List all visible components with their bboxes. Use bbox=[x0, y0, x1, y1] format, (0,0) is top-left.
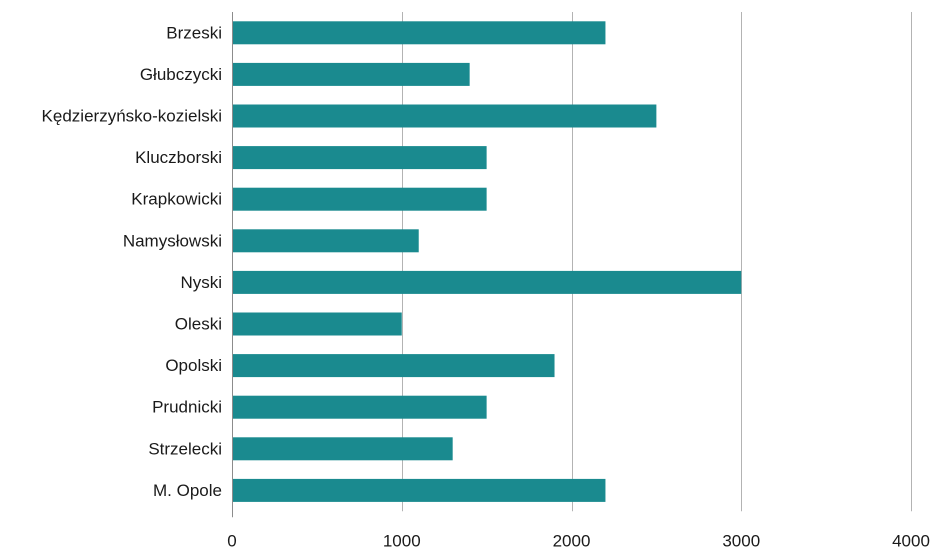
bar-strzelecki bbox=[232, 437, 453, 461]
bar-prudnicki bbox=[232, 395, 487, 419]
bar-opolski bbox=[232, 354, 555, 378]
x-tick-label: 0 bbox=[227, 532, 236, 549]
category-label: Namysłowski bbox=[123, 231, 222, 250]
category-label: Opolski bbox=[165, 356, 222, 375]
bar-m-opole bbox=[232, 478, 606, 502]
category-label: Kluczborski bbox=[135, 148, 222, 167]
category-label: Krapkowicki bbox=[131, 190, 222, 209]
category-label: Strzelecki bbox=[148, 439, 222, 458]
category-label: Kędzierzyńsko-kozielski bbox=[42, 107, 222, 126]
category-label: Nyski bbox=[180, 273, 222, 292]
bar-oleski bbox=[232, 312, 402, 336]
bar-głubczycki bbox=[232, 62, 470, 86]
bar-brzeski bbox=[232, 21, 606, 45]
x-tick-label: 2000 bbox=[553, 532, 591, 549]
category-label: Głubczycki bbox=[140, 65, 222, 84]
category-label: Oleski bbox=[175, 315, 222, 334]
x-tick-label: 4000 bbox=[892, 532, 930, 549]
bar-nyski bbox=[232, 270, 742, 294]
category-label: Prudnicki bbox=[152, 398, 222, 417]
grid-layer bbox=[402, 12, 912, 512]
category-label: Brzeski bbox=[166, 23, 222, 42]
x-tick-label: 1000 bbox=[383, 532, 421, 549]
bar-kędzierzyńsko-kozielski bbox=[232, 104, 657, 128]
bar-namysłowski bbox=[232, 229, 419, 253]
bar-layer bbox=[232, 21, 742, 502]
x-tick-label: 3000 bbox=[722, 532, 760, 549]
bar-krapkowicki bbox=[232, 187, 487, 211]
label-layer: Brzeski Głubczycki Kędzierzyńsko-kozielski… bbox=[42, 23, 930, 549]
category-label: M. Opole bbox=[153, 481, 222, 500]
bar-kluczborski bbox=[232, 146, 487, 170]
